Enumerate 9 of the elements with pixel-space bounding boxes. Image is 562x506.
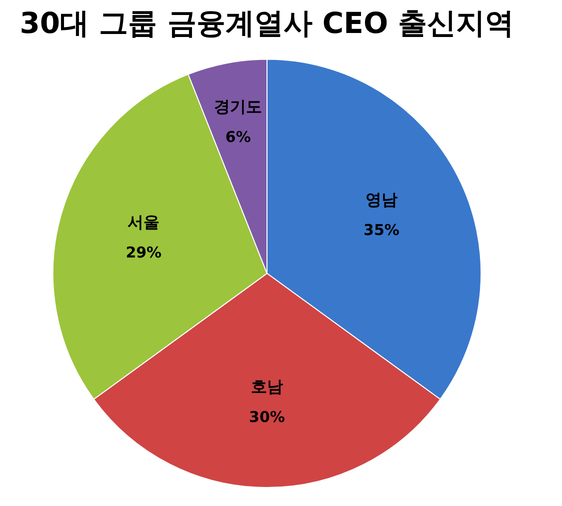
- slice-label: 영남: [365, 190, 398, 210]
- slice-label: 서울: [128, 212, 160, 232]
- data-label: 30%: [249, 408, 285, 426]
- chart-title: 30대 그룹 금융계열사 CEO 출신지역: [20, 6, 514, 40]
- data-label: 35%: [364, 220, 400, 239]
- slice-label: 경기도: [214, 97, 262, 116]
- data-label: 6%: [225, 128, 251, 146]
- slice-label: 호남: [251, 377, 283, 396]
- data-label: 29%: [126, 243, 162, 262]
